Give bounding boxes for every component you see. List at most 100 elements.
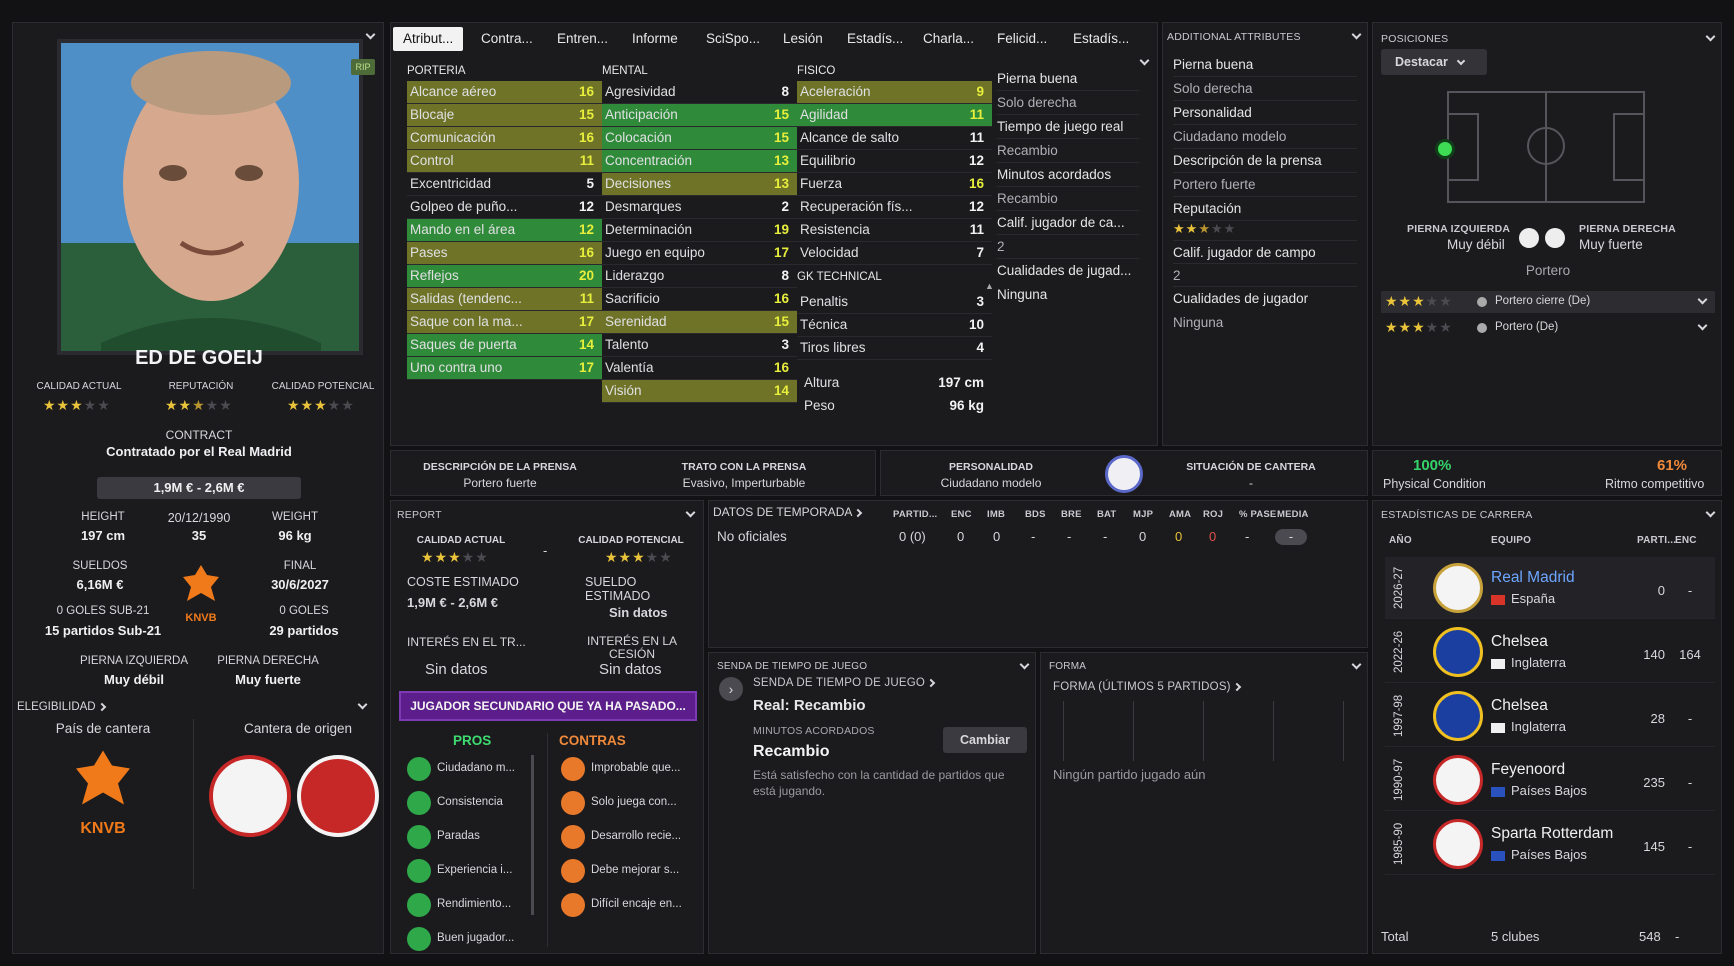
chevron-down-icon[interactable] (365, 29, 376, 40)
weight-label: WEIGHT (272, 511, 318, 523)
club-badge (1433, 819, 1483, 869)
chevron-down-icon (1456, 56, 1466, 66)
chevron-down-icon[interactable] (1705, 507, 1716, 518)
attribute-row: Liderazgo 8 (602, 265, 797, 288)
career-row[interactable]: 2022-26 Chelsea Inglaterra 140 164 (1385, 621, 1715, 683)
tab-contrato[interactable]: Contra... (481, 31, 533, 46)
info-icon[interactable] (1477, 297, 1487, 307)
rep-label: REPUTACIÓN (168, 381, 234, 392)
highlight-label: Destacar (1395, 55, 1448, 69)
attribute-label: Control (410, 153, 454, 168)
tab-informe[interactable]: Informe (632, 31, 678, 46)
country-flag (1491, 659, 1505, 669)
senda-title: SENDA DE TIEMPO DE JUEGO (717, 661, 868, 672)
season-col-header: % PASE (1239, 509, 1277, 520)
role-stars: ★★★★★ (1385, 319, 1453, 335)
season-cell: - (1245, 529, 1250, 544)
tab-entrenamiento[interactable]: Entren... (557, 31, 609, 46)
height-value: 197 cm (80, 528, 126, 543)
tab-estadisticas[interactable]: Estadís... (847, 31, 904, 46)
int-ces-label: INTERÉS EN LA CESIÓN (586, 634, 678, 661)
attribute-value: 19 (773, 222, 789, 237)
country-flag (1491, 595, 1505, 605)
attribute-label: Velocidad (800, 245, 859, 260)
pro-item: Experiencia i... (407, 859, 535, 893)
chevron-down-icon[interactable] (685, 507, 696, 518)
collapse-up-icon[interactable]: ▲ (985, 281, 994, 291)
chevron-down-icon[interactable] (357, 699, 368, 710)
chevron-down-icon[interactable] (1705, 31, 1716, 42)
additional-item: Solo derecha (1173, 77, 1357, 101)
season-cell: 0 (957, 529, 965, 544)
attribute-row: Saques de puerta 14 (407, 334, 602, 357)
info-icon[interactable] (1477, 323, 1487, 333)
ritmo-label: Ritmo competitivo (1605, 477, 1705, 491)
attribute-row: Recuperación fís... 12 (797, 196, 992, 219)
personality-strip: PERSONALIDAD Ciudadano modelo SITUACIÓN … (880, 450, 1368, 496)
forma-sub[interactable]: FORMA (ÚLTIMOS 5 PARTIDOS) (1053, 681, 1241, 693)
club-badge (1433, 691, 1483, 741)
chevron-down-icon[interactable] (1697, 294, 1708, 305)
eligibility-header[interactable]: ELEGIBILIDAD (17, 701, 106, 713)
attribute-row: Tiros libres 4 (797, 337, 992, 360)
attribute-row: Aceleración 9 (797, 81, 992, 104)
career-col-enc: ENC (1675, 535, 1697, 546)
tab-estadisticas-2[interactable]: Estadís... (1073, 31, 1130, 46)
tab-atributos[interactable]: Atribut... (393, 27, 464, 51)
season-col-header: MJP (1133, 509, 1154, 520)
attribute-row: Colocación 15 (602, 127, 797, 150)
career-years: 1990-97 (1393, 758, 1405, 801)
attribute-row: Penaltis 3 (797, 291, 992, 314)
career-row[interactable]: 1990-97 Feyenoord Países Bajos 235 - (1385, 749, 1715, 811)
chevron-down-icon[interactable] (1139, 55, 1150, 66)
chevron-down-icon[interactable] (1019, 659, 1030, 670)
int-ces-value: Sin datos (599, 661, 662, 678)
change-button[interactable]: Cambiar (943, 727, 1027, 753)
position-marker-gk[interactable] (1435, 139, 1455, 159)
club-name[interactable]: Real Madrid (1491, 569, 1575, 586)
report-pa-stars: ★★★★★ (605, 549, 673, 565)
wage-label: SUELDO ESTIMADO (585, 575, 651, 603)
min-label: MINUTOS ACORDADOS (753, 725, 875, 737)
attribute-row: Determinación 19 (602, 219, 797, 242)
tab-scisports[interactable]: SciSpo... (706, 31, 761, 46)
pro-icon (407, 757, 431, 781)
career-row[interactable]: 1997-98 Chelsea Inglaterra 28 - (1385, 685, 1715, 747)
tab-lesion[interactable]: Lesión (783, 31, 823, 46)
cost-label: COSTE ESTIMADO (407, 575, 519, 589)
season-title[interactable]: DATOS DE TEMPORADA (713, 505, 863, 519)
attribute-value: 3 (781, 337, 789, 352)
senda-sub[interactable]: SENDA DE TIEMPO DE JUEGO (753, 677, 936, 689)
highlight-dropdown[interactable]: Destacar (1381, 49, 1487, 75)
contra-label: Debe mejorar s... (591, 864, 680, 876)
attribute-value: 5 (586, 176, 594, 191)
attribute-value: 10 (968, 317, 984, 332)
season-col-header: BAT (1097, 509, 1117, 520)
season-title-text: DATOS DE TEMPORADA (713, 505, 853, 519)
attribute-value: 2 (781, 199, 789, 214)
pos-left-foot-value: Muy débil (1447, 237, 1505, 252)
chevron-down-icon[interactable] (1351, 29, 1362, 40)
contra-icon (561, 893, 585, 917)
chevron-down-icon[interactable] (1351, 659, 1362, 670)
personality-icon (1105, 455, 1143, 493)
role-row-1[interactable]: ★★★★★ Portero cierre (De) (1381, 291, 1715, 313)
career-row[interactable]: 2026-27 Real Madrid España 0 - (1385, 557, 1715, 619)
attribute-label: Determinación (605, 222, 693, 237)
role-label: Portero (1525, 263, 1571, 278)
additional-item: Reputación (1173, 197, 1357, 221)
attribute-row: Mando en el área 12 (407, 219, 602, 242)
role-row-2[interactable]: ★★★★★ Portero (De) (1381, 317, 1715, 339)
career-row[interactable]: 1985-90 Sparta Rotterdam Países Bajos 145 - (1385, 813, 1715, 875)
tab-felicidad[interactable]: Felicid... (997, 31, 1048, 46)
club-name: Sparta Rotterdam (1491, 825, 1614, 842)
attribute-value: 8 (781, 268, 789, 283)
attribute-value: 11 (579, 153, 594, 168)
tab-charla[interactable]: Charla... (923, 31, 975, 46)
arrow-right-icon[interactable]: › (719, 677, 743, 701)
scrollbar[interactable] (531, 755, 534, 915)
chevron-down-icon[interactable] (1697, 320, 1708, 331)
attribute-row: Saque con la ma... 17 (407, 311, 602, 334)
pro-icon (407, 927, 431, 951)
ca-label: CALIDAD ACTUAL (36, 381, 122, 392)
